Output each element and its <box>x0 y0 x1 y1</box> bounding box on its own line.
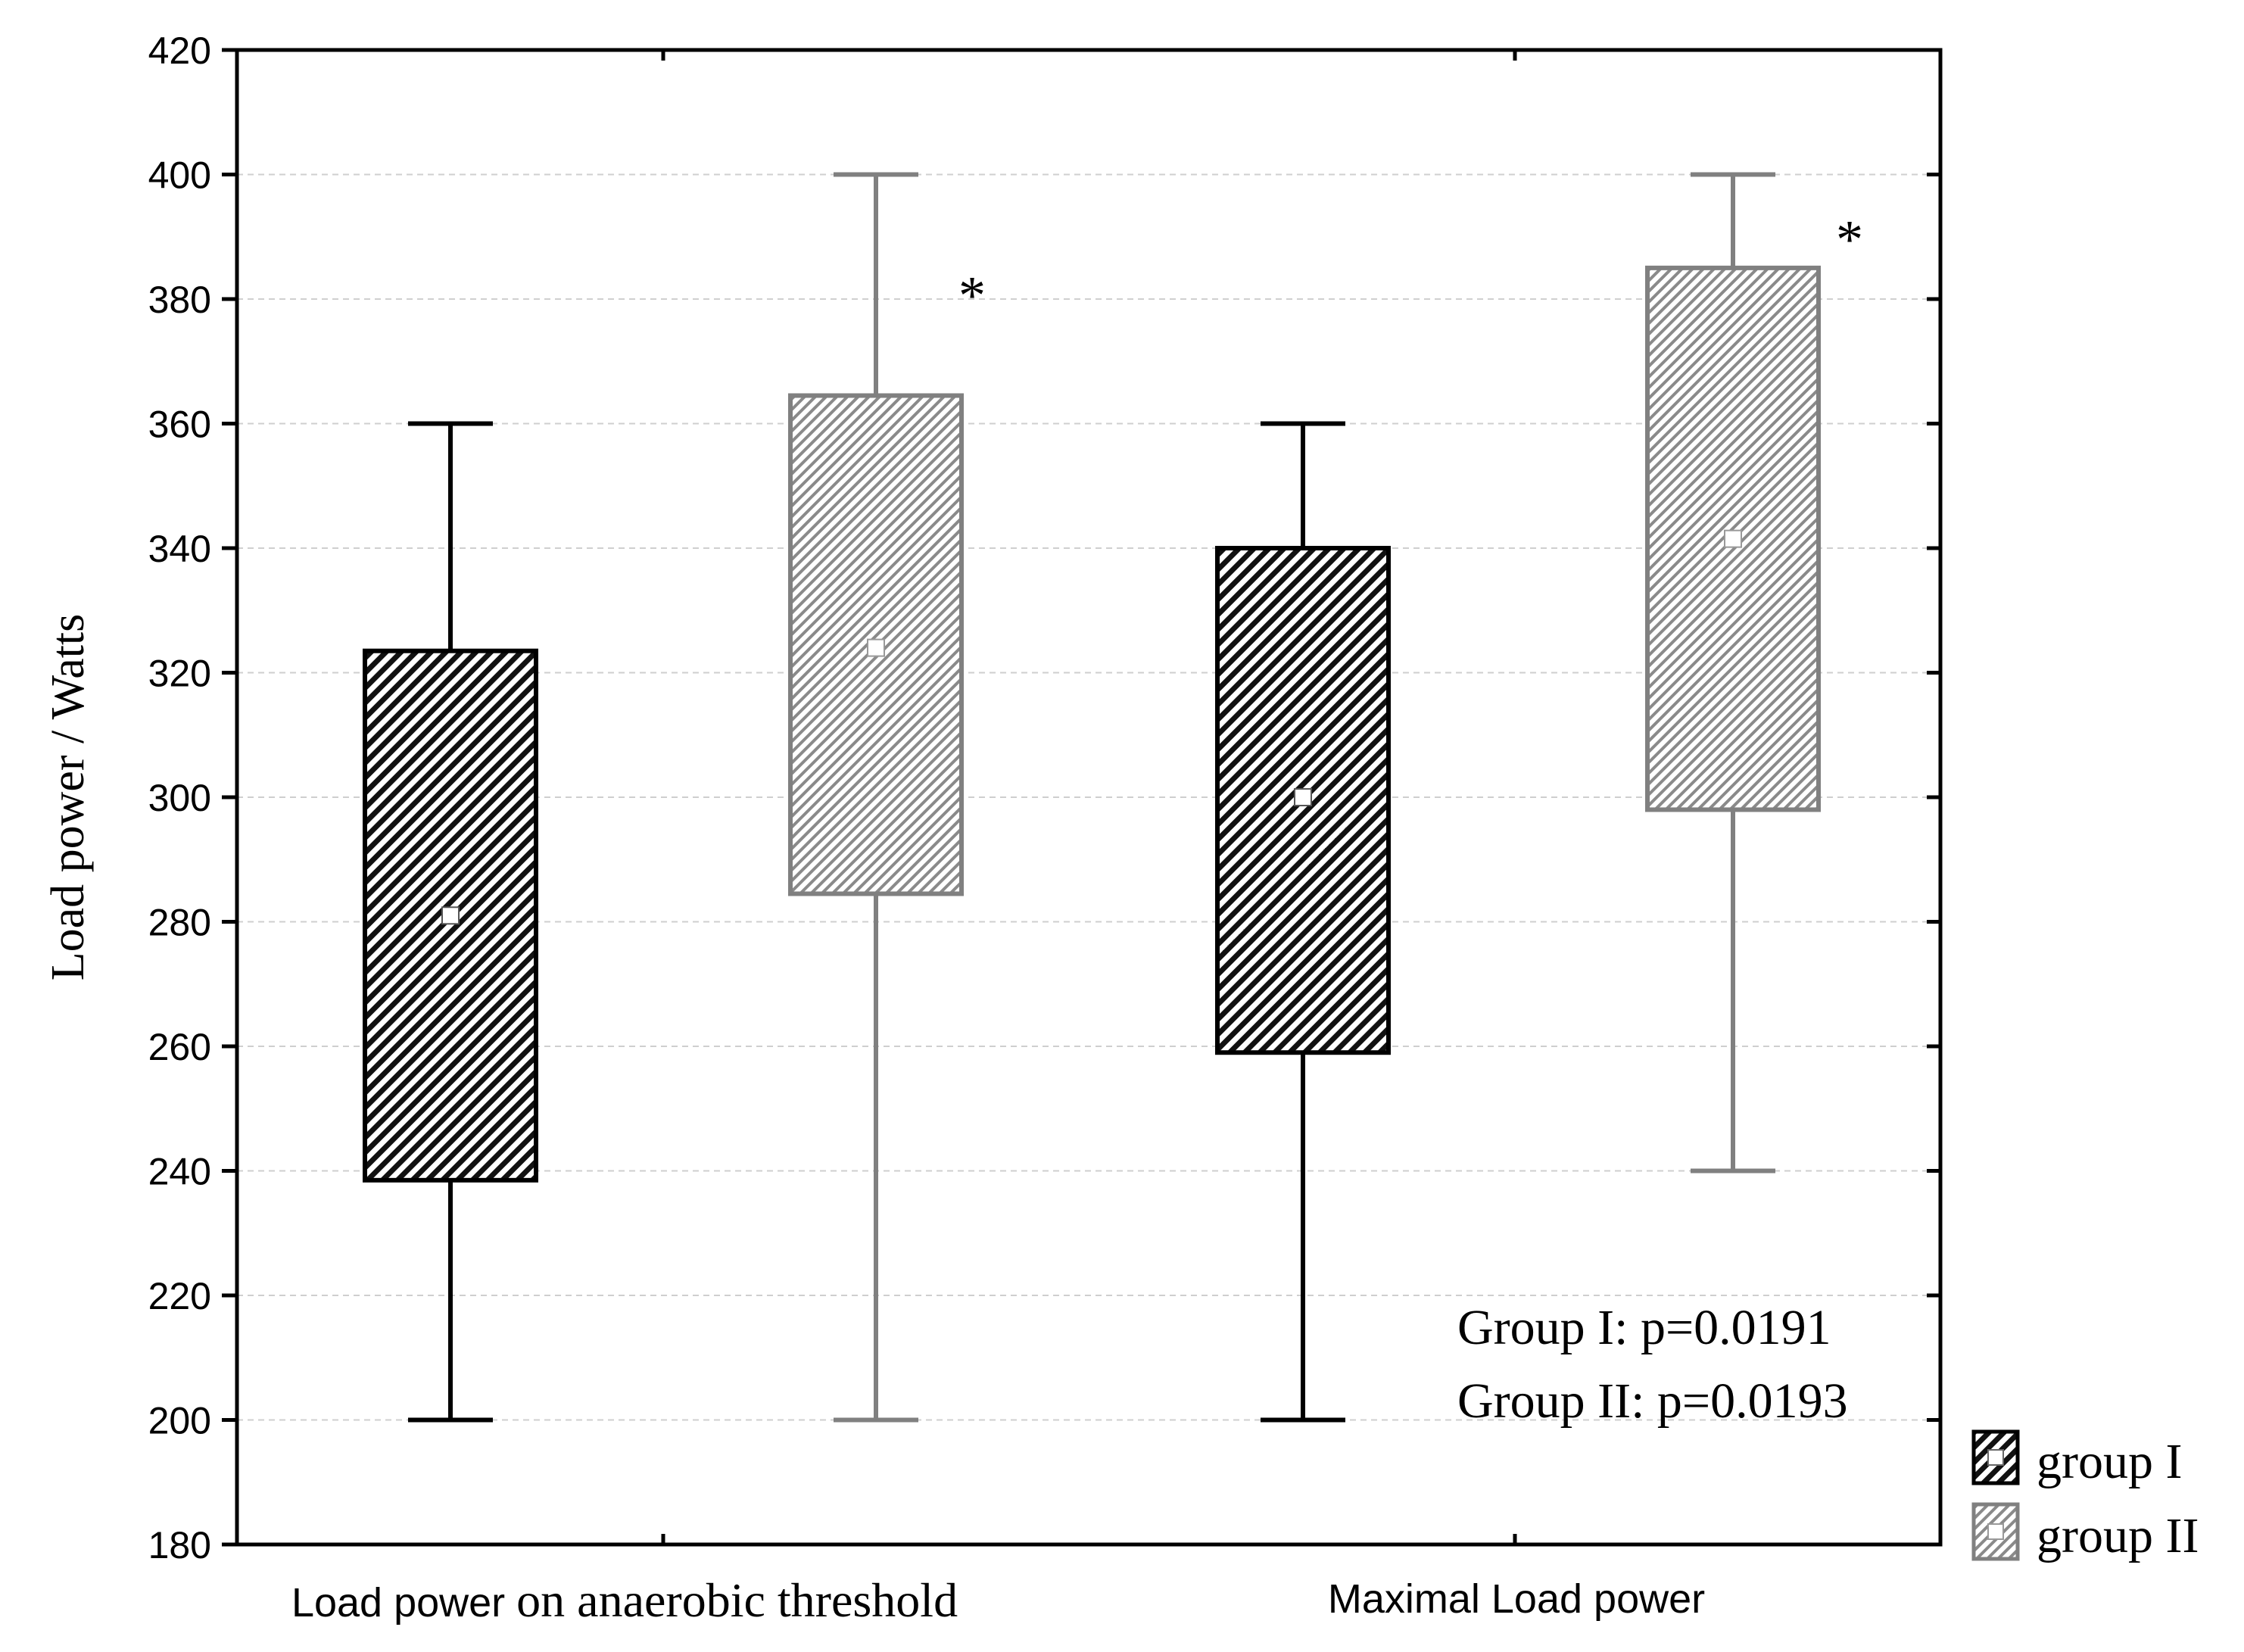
y-tick-label: 200 <box>148 1400 211 1442</box>
legend-label-group-1: group I <box>2037 1434 2182 1489</box>
median-marker <box>1294 788 1312 806</box>
x-category-label-maximal: Maximal Load power <box>1328 1576 1705 1622</box>
box-group-1-cat-1 <box>1215 421 1391 1423</box>
x-category-label-part-2: on anaerobic threshold <box>516 1573 958 1627</box>
y-tick-label: 420 <box>148 30 211 72</box>
boxes: ** <box>363 172 1863 1423</box>
y-tick-label: 320 <box>148 653 211 695</box>
legend-label-group-2: group II <box>2037 1508 2199 1563</box>
significance-star: * <box>958 266 986 326</box>
y-tick-label: 360 <box>148 404 211 446</box>
x-category-label-part-1: Load power <box>291 1580 516 1626</box>
y-axis-label: Load power / Watts <box>42 614 94 981</box>
p-value-group-2: Group II: p=0.0193 <box>1457 1373 1848 1429</box>
median-marker <box>1724 529 1742 548</box>
y-tick-label: 300 <box>148 777 211 819</box>
y-tick-label: 220 <box>148 1275 211 1317</box>
y-tick-label: 380 <box>148 279 211 321</box>
median-marker <box>441 906 460 925</box>
significance-star: * <box>1836 210 1863 270</box>
y-tick-label: 280 <box>148 902 211 944</box>
box-group-1-cat-0 <box>363 421 538 1423</box>
box-group-2-cat-0 <box>788 172 964 1423</box>
axes: 180 200 220 240 260 280 300 320 340 360 380 400 420 <box>148 30 1940 1566</box>
grid-lines <box>237 173 1940 1421</box>
y-tick-label: 340 <box>148 528 211 570</box>
x-category-label-anaerobic: Load power on anaerobic threshold <box>291 1573 958 1627</box>
p-value-group-1: Group I: p=0.0191 <box>1457 1300 1831 1355</box>
y-tick-label: 180 <box>148 1524 211 1566</box>
box-group-2-cat-1 <box>1645 172 1821 1174</box>
y-tick-label: 240 <box>148 1151 211 1193</box>
median-marker <box>867 638 885 657</box>
legend-swatch-marker-2 <box>1987 1523 2004 1540</box>
plot-frame <box>235 48 1943 1547</box>
legend-swatch-marker-1 <box>1987 1449 2004 1466</box>
legend: group I group II <box>1971 1429 2199 1563</box>
legend-swatch-group-2 <box>1971 1502 2020 1561</box>
y-tick-label: 260 <box>148 1026 211 1068</box>
y-tick-label: 400 <box>148 154 211 197</box>
